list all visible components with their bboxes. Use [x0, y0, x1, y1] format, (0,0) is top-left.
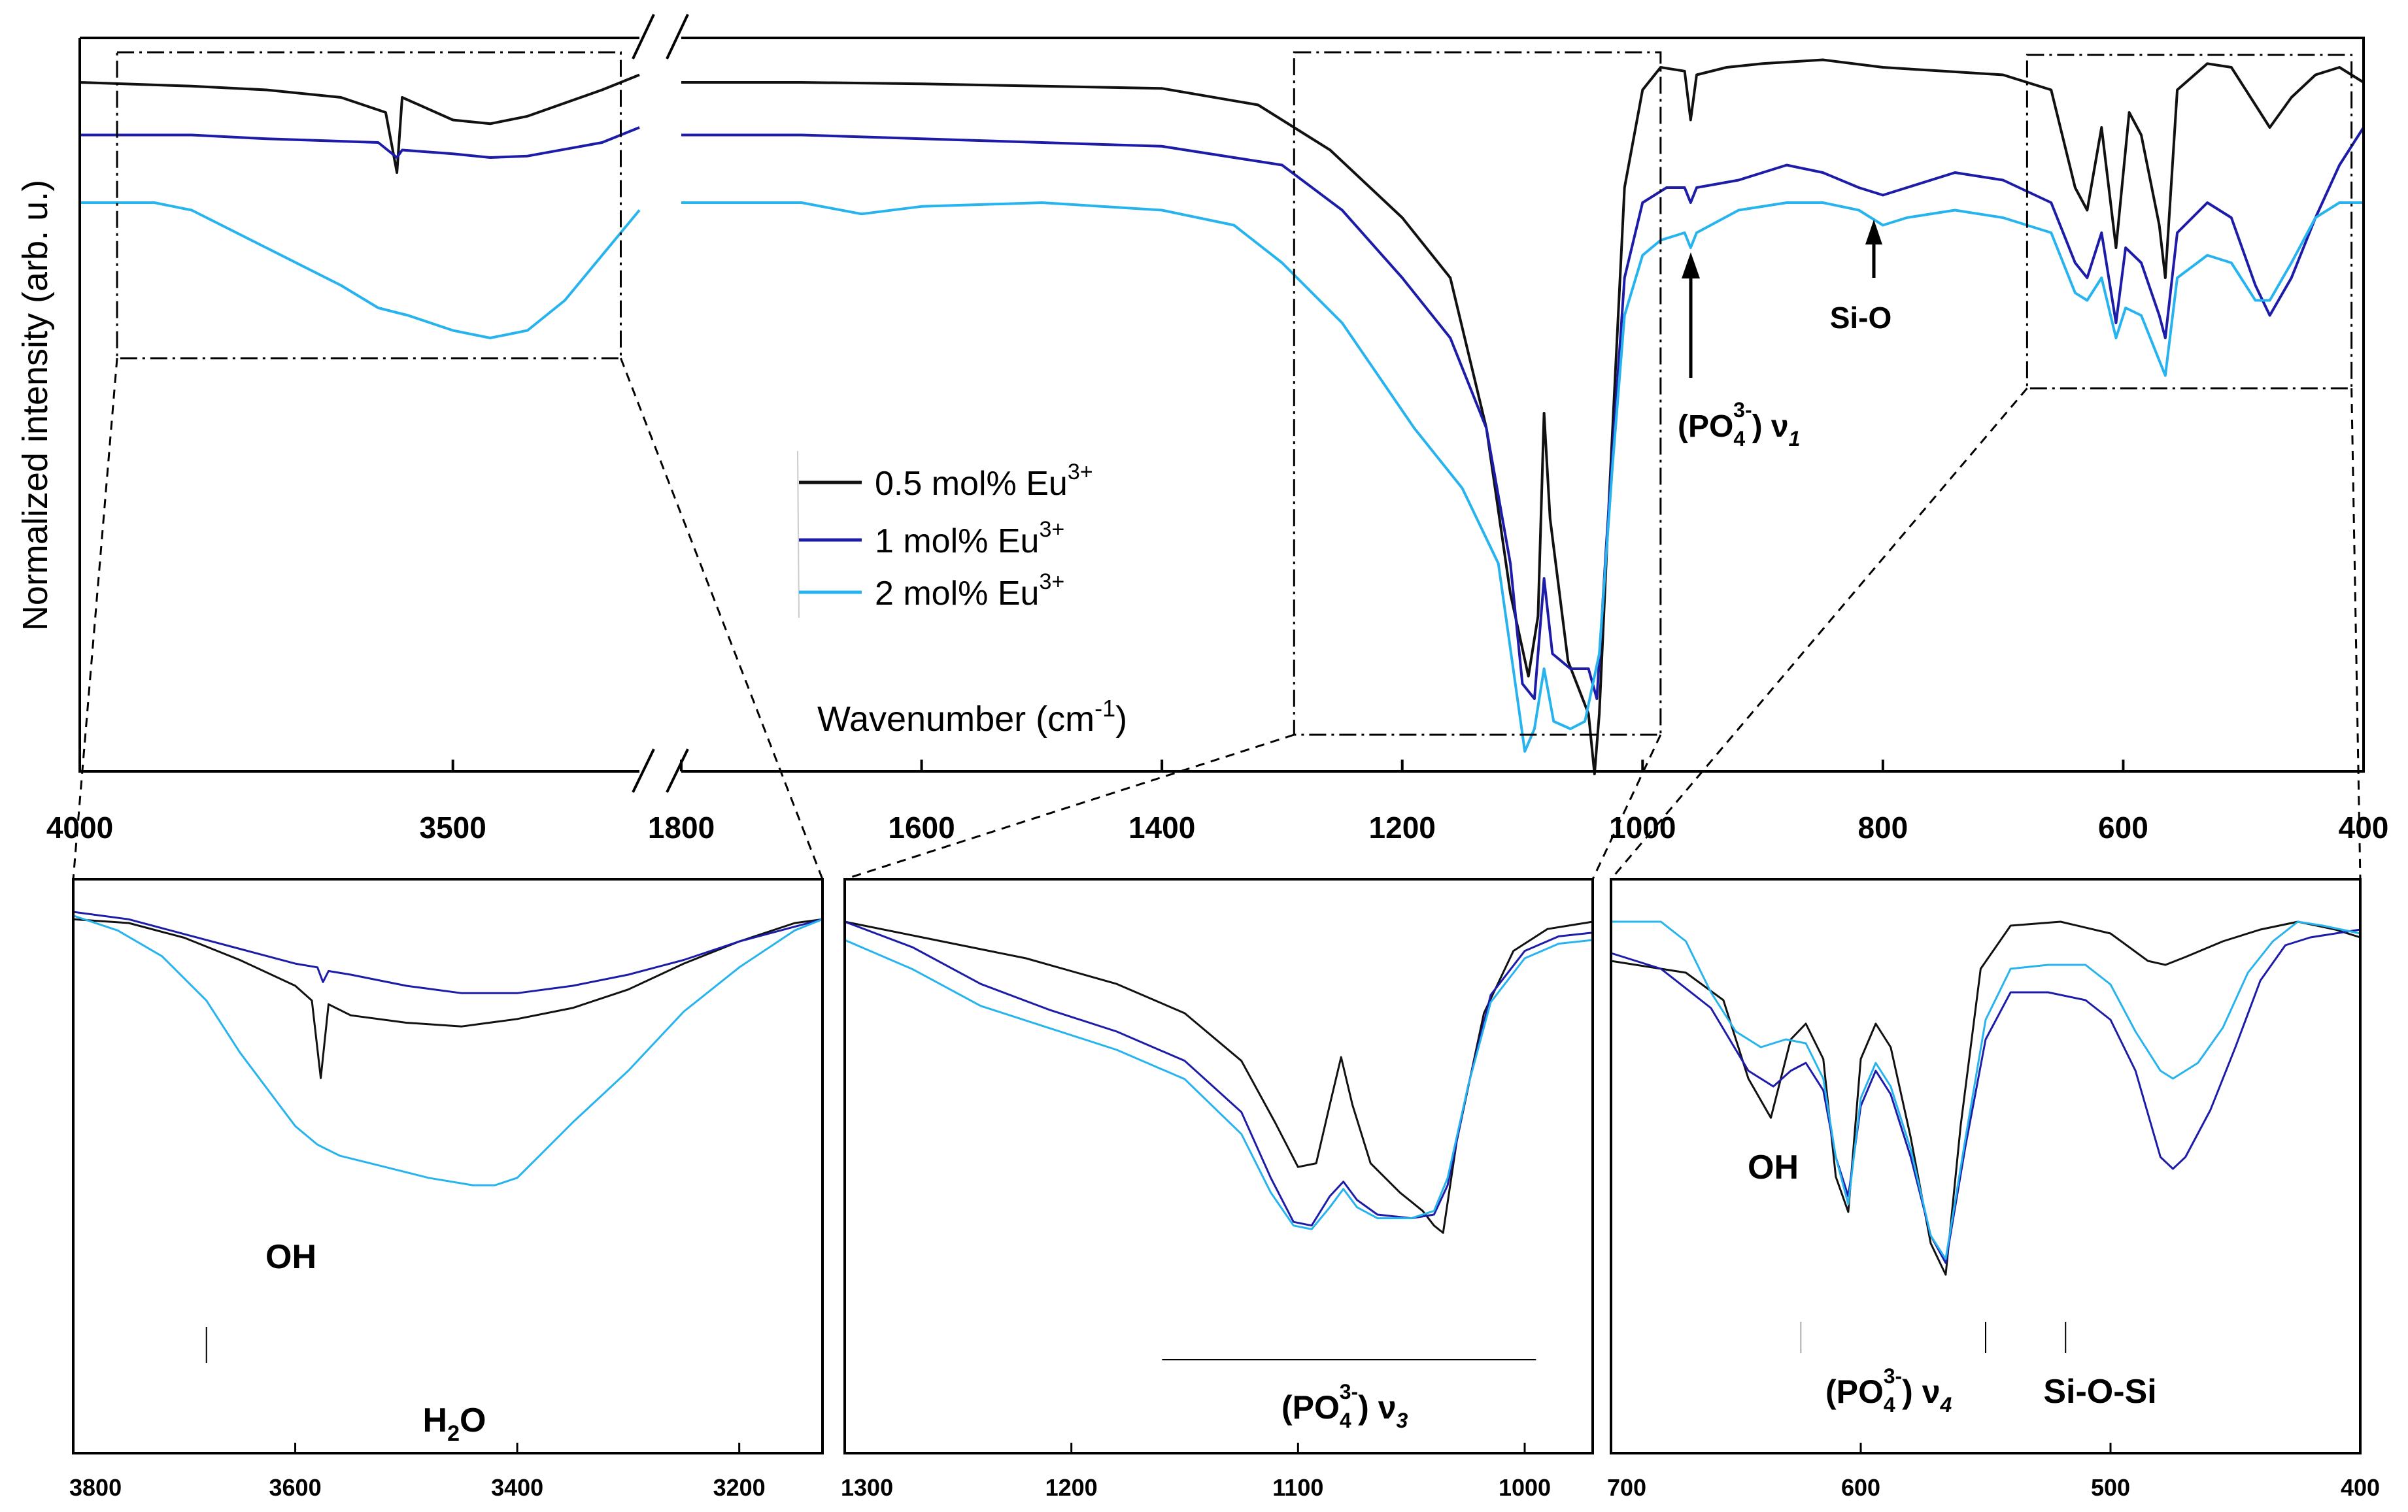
- annotation-h2o-label: H2O: [423, 1402, 486, 1446]
- inset-po4-v4-series: [1610, 920, 2361, 1276]
- zoom-box-0: [116, 51, 622, 360]
- main-tick-label-1-6: 600: [2098, 811, 2148, 845]
- legend-entry-2: 2 mol% Eu3+: [799, 569, 1064, 613]
- annotation-si-o-si-label: Si-O-Si: [2043, 1373, 2156, 1411]
- zoom-connector-2-left: [1610, 388, 2028, 880]
- legend-entry-1: 1 mol% Eu3+: [799, 517, 1064, 560]
- zoom-connector-2-right: [2350, 388, 2362, 880]
- legend-label-2: 2 mol% Eu3+: [875, 569, 1064, 613]
- inset2-tick-label-3: 1000: [1499, 1474, 1551, 1501]
- axis-break-marks: [632, 14, 689, 793]
- inset-po4-v4-ticks: [1610, 1443, 2362, 1453]
- zoom-connector-1-left: [844, 733, 1295, 881]
- main-tick-label-1-1: 1600: [888, 811, 955, 845]
- inset3-tick-label-1: 600: [1841, 1474, 1880, 1501]
- inset-po4-v4-marker-lines: [1800, 1322, 2067, 1353]
- zoom-connector-lines: [72, 358, 2362, 881]
- annotation-po4-v1: (PO43-) ν1: [1678, 252, 1800, 450]
- series-line-2-segment-0: [80, 201, 641, 339]
- main-spectrum-panel: 4000 3500 1800 1600 1400 1200 1000 800 600 400 No…: [16, 14, 2389, 881]
- inset-po4-v3-series: [844, 920, 1593, 1234]
- zoom-box-2: [2026, 54, 2353, 390]
- inset-po4-v4-tick-labels: 700 600 500 400: [1607, 1474, 2380, 1501]
- inset2-series-0: [844, 920, 1593, 1234]
- x-axis-label: Wavenumber (cm-1): [817, 695, 1127, 739]
- annotation-si-o-label: Si-O: [1830, 301, 1892, 335]
- inset3-tick-label-2: 500: [2091, 1474, 2130, 1501]
- inset1-series-2: [73, 915, 823, 1186]
- main-tick-label-0-1: 3500: [419, 811, 486, 845]
- inset1-tick-label-1: 3600: [269, 1474, 322, 1501]
- inset1-series-1: [73, 911, 823, 994]
- series-line-1-segment-0: [80, 126, 640, 159]
- legend-label-1: 1 mol% Eu3+: [875, 517, 1064, 560]
- inset-oh-h2o-frame: [72, 878, 824, 1454]
- inset3-series-2: [1611, 920, 2361, 1260]
- inset3-series-0: [1610, 920, 2361, 1276]
- inset1-tick-label-3: 3200: [713, 1474, 766, 1501]
- series-line-0-segment-0: [79, 73, 640, 174]
- inset-po4-v3-frame: [843, 878, 1594, 1454]
- inset3-tick-label-3: 400: [2341, 1474, 2380, 1501]
- main-tick-label-1-2: 1400: [1128, 811, 1195, 845]
- annotation-oh-label-2: OH: [1748, 1149, 1799, 1186]
- arrowhead-po4-v1: [1682, 252, 1700, 278]
- annotation-po4-v1-label: (PO43-) ν1: [1678, 398, 1800, 450]
- inset1-tick-label-0: 3800: [69, 1474, 122, 1501]
- legend: 0.5 mol% Eu3+ 1 mol% Eu3+ 2 mol% Eu3+: [797, 450, 1093, 618]
- inset2-tick-label-1: 1200: [1045, 1474, 1098, 1501]
- main-tick-label-1-3: 1200: [1369, 811, 1436, 845]
- legend-entry-0: 0.5 mol% Eu3+: [799, 460, 1093, 503]
- main-tick-label-1-0: 1800: [648, 811, 715, 845]
- inset-po4-v4-frame: [1610, 878, 2362, 1454]
- annotation-po4-v4-label: (PO43-) ν4: [1825, 1364, 1952, 1417]
- annotation-po4-v3-label: (PO43-) ν3: [1281, 1380, 1408, 1432]
- inset1-series-0: [73, 918, 823, 1079]
- zoom-connector-0-right: [620, 358, 824, 880]
- arrowhead-si-o: [1865, 220, 1882, 244]
- inset3-tick-label-0: 700: [1607, 1474, 1646, 1501]
- inset-oh-h2o-ticks: [72, 1443, 741, 1453]
- main-tick-label-1-4: 1000: [1609, 811, 1676, 845]
- main-axes-frame: [78, 37, 2365, 773]
- main-tick-label-1-5: 800: [1857, 811, 1908, 845]
- zoom-box-1: [1293, 51, 1662, 736]
- zoom-connector-1-right: [1591, 734, 1662, 880]
- main-x-ticks: [78, 760, 2365, 771]
- inset-po4-v4-panel: 700 600 500 400 OH (PO43-) ν4 Si-O-Si: [1607, 878, 2380, 1501]
- series-line-0-segment-1: [681, 58, 2365, 775]
- inset-oh-h2o-panel: 3800 3600 3400 3200 OH H2O: [69, 878, 824, 1501]
- annotation-oh-label: OH: [265, 1238, 316, 1276]
- inset3-series-1: [1610, 928, 2361, 1264]
- main-tick-label-0-0: 4000: [46, 811, 113, 845]
- inset-po4-v3-panel: 1300 1200 1100 1000 (PO43-) ν3: [841, 878, 1594, 1501]
- legend-label-0: 0.5 mol% Eu3+: [875, 460, 1093, 503]
- series-line-1-segment-1: [681, 126, 2365, 700]
- inset2-tick-label-0: 1300: [841, 1474, 893, 1501]
- inset-oh-h2o-tick-labels: 3800 3600 3400 3200: [69, 1474, 766, 1501]
- inset-po4-v3-ticks: [843, 1443, 1526, 1453]
- inset2-series-2: [844, 939, 1593, 1230]
- y-axis-label: Normalized intensity (arb. u.): [16, 180, 55, 631]
- inset1-tick-label-2: 3400: [491, 1474, 543, 1501]
- main-series-lines: [79, 58, 2365, 775]
- series-line-2-segment-1: [681, 201, 2364, 753]
- inset2-tick-label-2: 1100: [1272, 1474, 1323, 1501]
- inset-oh-h2o-series: [73, 911, 823, 1186]
- zoom-boxes: [116, 51, 2353, 736]
- main-tick-label-1-7: 400: [2339, 811, 2389, 845]
- main-x-tick-labels: 4000 3500 1800 1600 1400 1200 1000 800 600 400: [46, 811, 2389, 845]
- zoom-connector-0-left: [72, 358, 118, 880]
- inset2-series-1: [844, 920, 1593, 1227]
- annotation-si-o: Si-O: [1830, 220, 1892, 335]
- inset-po4-v3-tick-labels: 1300 1200 1100 1000: [841, 1474, 1551, 1501]
